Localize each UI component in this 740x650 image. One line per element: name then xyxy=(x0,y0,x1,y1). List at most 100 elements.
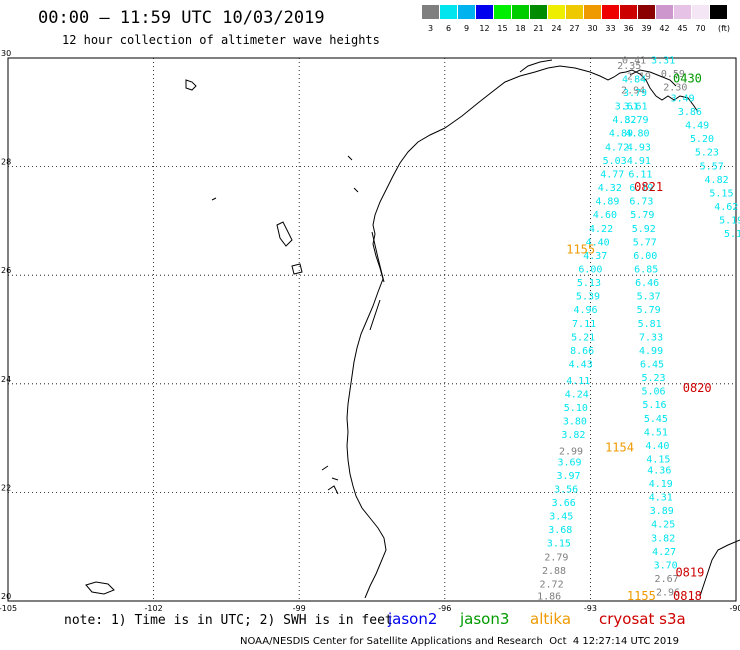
wave-height-label: 4.43 xyxy=(569,360,593,371)
wave-height-label: 2.94 xyxy=(621,85,645,96)
wave-height-label: 0.41 xyxy=(622,55,646,66)
legend-swatch xyxy=(656,5,673,19)
wave-height-label: 3.69 xyxy=(557,457,581,468)
legend-swatch xyxy=(512,5,529,19)
y-tick-label: 20 xyxy=(1,592,11,601)
land-feature-6 xyxy=(211,155,359,201)
legend-tick-label: 42 xyxy=(659,24,670,33)
credit-line: NOAA/NESDIS Center for Satellite Applica… xyxy=(240,636,679,647)
legend-jason2: jason2 xyxy=(388,610,438,628)
wave-height-label: 2.79 xyxy=(544,552,568,563)
legend-tick-label: 12 xyxy=(479,24,490,33)
legend-swatch xyxy=(440,5,457,19)
legend-swatch xyxy=(476,5,493,19)
track-west: 0.41 2.19 2.94 3.61 4.82 4.89 4.72 5.03 4.77 4.32… xyxy=(537,55,651,602)
legend-swatch xyxy=(620,5,637,19)
wave-height-label: 6.11 xyxy=(628,169,652,180)
land-feature-2 xyxy=(276,221,293,247)
wave-height-label: 4.82 xyxy=(705,175,729,186)
legend-tick-label: 27 xyxy=(569,24,580,33)
wave-height-label: 4.40 xyxy=(586,237,610,248)
wave-height-label: 1.86 xyxy=(537,591,561,602)
wave-height-label: 3.80 xyxy=(563,417,587,428)
coastline-yucatan xyxy=(699,539,740,597)
wave-height-label: 2.19 xyxy=(627,72,651,83)
legend-tick-label: 70 xyxy=(695,24,706,33)
legend-swatch xyxy=(422,5,439,19)
wave-height-label: 2.72 xyxy=(540,579,564,590)
y-tick-label: 30 xyxy=(1,49,11,58)
coastline-west xyxy=(346,127,446,599)
wave-height-label: 3.61 xyxy=(623,102,647,113)
pass-time-label: 1155 xyxy=(566,242,595,256)
axis-tick-labels: -105 -102 -99 -96 -93 -90 30 28 26 24 22 20 xyxy=(0,49,740,613)
wave-height-label: 4.51 xyxy=(644,427,668,438)
legend-swatch xyxy=(566,5,583,19)
legend-tick-label: 21 xyxy=(533,24,544,33)
wave-height-label: 3.89 xyxy=(650,506,674,517)
pass-time-label: 0818 xyxy=(673,589,702,603)
legend-swatch xyxy=(674,5,691,19)
x-tick-label: -90 xyxy=(729,604,740,613)
wave-height-label: 6.19 xyxy=(629,183,653,194)
wave-height-label: 7.11 xyxy=(572,319,596,330)
wave-height-label: 7.33 xyxy=(639,332,663,343)
wave-height-label: 4.89 xyxy=(595,197,619,208)
wave-height-label: 5.23 xyxy=(695,148,719,159)
legend-swatch xyxy=(692,5,709,19)
wave-height-label: 5.39 xyxy=(576,292,600,303)
wave-height-label: 6.00 xyxy=(578,264,602,275)
wave-height-label: 4.49 xyxy=(685,121,709,132)
legend-swatch xyxy=(638,5,655,19)
wave-height-label: 2.67 xyxy=(655,574,679,585)
wave-height-label: 5.79 xyxy=(630,210,654,221)
wave-height-label: 4.40 xyxy=(645,441,669,452)
wave-height-label: 5.06 xyxy=(641,387,665,398)
wave-height-label: 5.10 xyxy=(564,403,588,414)
wave-height-label: 3.82 xyxy=(561,430,585,441)
note-text: note: 1) Time is in UTC; 2) SWH is in fe… xyxy=(64,613,393,628)
wave-height-label: 6.73 xyxy=(629,197,653,208)
legend-tick-label: 30 xyxy=(587,24,598,33)
wave-height-label: 4.11 xyxy=(566,376,590,387)
wave-height-label: 4.60 xyxy=(593,210,617,221)
wave-height-label: 3.79 xyxy=(623,88,647,99)
lat-lon-grid xyxy=(7,57,737,602)
land-feature-4 xyxy=(85,581,115,595)
delta xyxy=(519,59,677,87)
pass-time-label: 0820 xyxy=(683,381,712,395)
pass-time-label: 1155 xyxy=(627,589,656,603)
legend-swatch xyxy=(548,5,565,19)
wave-height-label: 5.37 xyxy=(637,292,661,303)
legend-tick-label: 45 xyxy=(677,24,688,33)
altimeter-tracks: 0.41 2.19 2.94 3.61 4.82 4.89 4.72 5.03 4.77 4.32… xyxy=(537,55,740,602)
wave-height-label: 6.00 xyxy=(633,251,657,262)
legend-swatch xyxy=(602,5,619,19)
wave-height-label: 3.86 xyxy=(678,107,702,118)
legend-unit: (ft) xyxy=(717,24,731,33)
legend-tick-label: 15 xyxy=(497,24,508,33)
coastline xyxy=(85,59,740,599)
legend-tick-label: 36 xyxy=(623,24,634,33)
wave-height-label: 2.30 xyxy=(663,83,687,94)
pass-time-label: 0821 xyxy=(634,180,663,194)
wave-height-label: 3.79 xyxy=(624,115,648,126)
wave-height-label: 5.16 xyxy=(642,400,666,411)
wave-height-label: 5.92 xyxy=(632,224,656,235)
wave-height-label: 4.31 xyxy=(649,493,673,504)
wave-height-label: 5.15 xyxy=(724,229,740,240)
map-frame xyxy=(7,57,737,602)
wave-height-label: 4.62 xyxy=(714,202,738,213)
note-line: note: 1) Time is in UTC; 2) SWH is in fe… xyxy=(64,613,393,628)
wave-height-label: 5.23 xyxy=(641,373,665,384)
map-title: 00:00 – 11:59 UTC 10/03/2019 xyxy=(38,8,325,28)
wave-height-label: 3.68 xyxy=(548,525,572,536)
wave-height-label: 4.37 xyxy=(583,251,607,262)
wave-height-label: 8.66 xyxy=(570,346,594,357)
wave-height-label: 3.97 xyxy=(557,471,581,482)
land-feature-1 xyxy=(185,79,197,91)
wave-height-label: 4.19 xyxy=(649,479,673,490)
wave-height-label: 4.93 xyxy=(627,142,651,153)
wave-height-label: 4.99 xyxy=(639,346,663,357)
wave-height-label: 3.61 xyxy=(615,102,639,113)
